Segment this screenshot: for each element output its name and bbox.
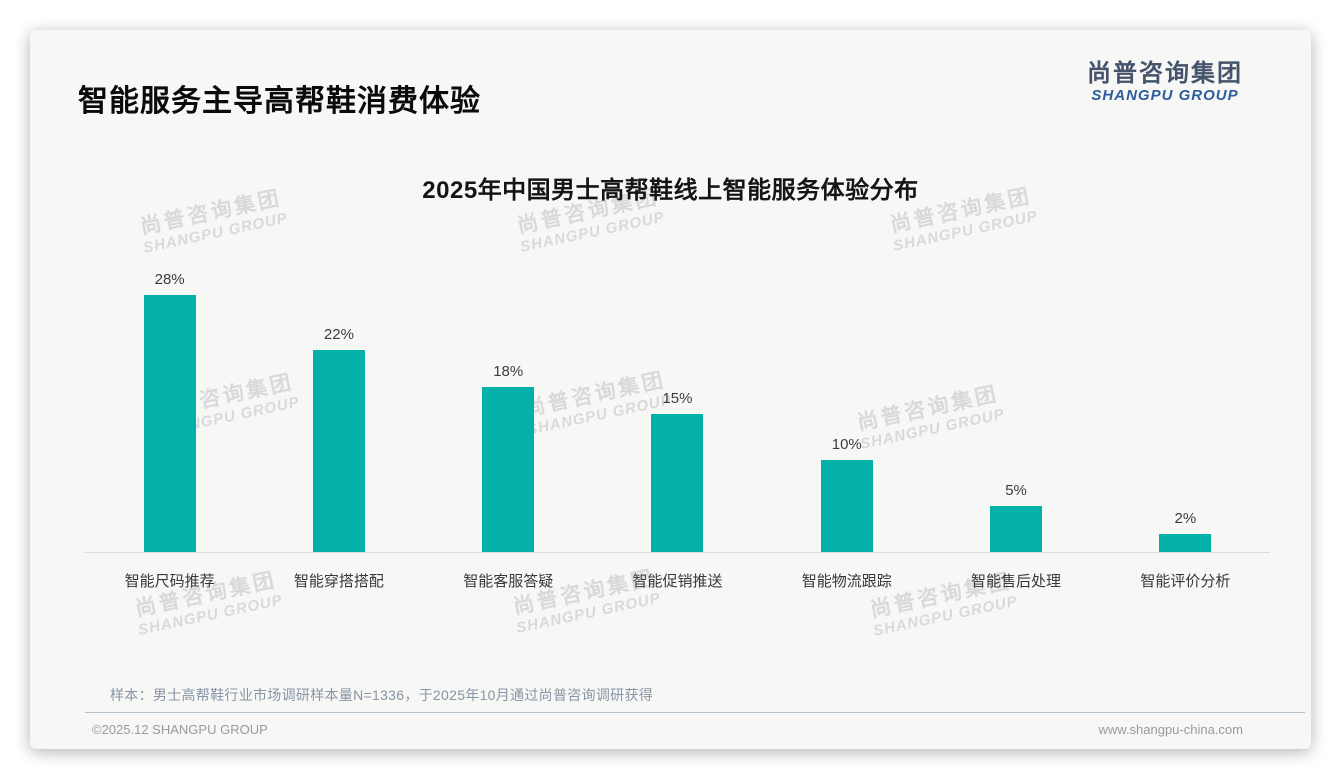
category-label: 智能评价分析 [1140,573,1231,590]
watermark-english-text: SHANGPU GROUP [514,589,663,638]
report-card: 智能服务主导高帮鞋消费体验 尚普咨询集团 SHANGPU GROUP 尚普咨询集… [30,30,1311,749]
category-label: 智能物流跟踪 [801,573,892,590]
category-label: 智能促销推送 [632,573,723,590]
bar-column: 10% [762,260,931,552]
bar-value-label: 5% [1005,482,1027,499]
category-label: 智能客服答疑 [463,573,554,590]
bar-value-label: 18% [493,363,524,380]
company-logo: 尚普咨询集团 SHANGPU GROUP [1087,60,1243,104]
bar-plot: 28% 22% 18% 15% 10% 5% 2% [85,260,1270,552]
chart-title: 2025年中国男士高帮鞋线上智能服务体验分布 [422,177,919,204]
bar-column: 2% [1101,260,1270,552]
category-label: 智能尺码推荐 [124,573,215,590]
bar [820,460,873,552]
bar-value-label: 10% [831,436,862,453]
footer-divider [85,712,1305,713]
category-label: 智能穿搭搭配 [293,573,384,590]
watermark-english-text: SHANGPU GROUP [871,592,1020,641]
bar-value-label: 22% [323,326,354,343]
x-axis-line [85,552,1270,553]
bar-value-label: 15% [662,390,693,407]
category-label: 智能售后处理 [971,573,1062,590]
bar [143,295,196,552]
logo-english-text: SHANGPU GROUP [1091,86,1239,104]
bar-value-label: 28% [154,271,185,288]
logo-chinese-text: 尚普咨询集团 [1087,60,1243,87]
watermark-english-text: SHANGPU GROUP [891,207,1040,256]
bar [1159,534,1212,552]
watermark-english-text: SHANGPU GROUP [141,209,290,258]
category-row: 智能尺码推荐 智能穿搭搭配 智能客服答疑 智能促销推送 智能物流跟踪 智能售后处理 智能评价… [85,570,1270,591]
bar-column: 28% [85,260,254,552]
bar-column: 15% [593,260,762,552]
bar [482,387,535,552]
website-link[interactable]: www.shangpu-china.com [1098,722,1243,737]
bar-column: 22% [254,260,423,552]
sample-note: 样本：男士高帮鞋行业市场调研样本量N=1336，于2025年10月通过尚普咨询调… [110,687,654,703]
watermark-english-text: SHANGPU GROUP [136,591,285,640]
bar-column: 5% [931,260,1100,552]
page-title: 智能服务主导高帮鞋消费体验 [78,85,481,118]
bar [990,506,1043,552]
bar [312,350,365,552]
bar-column: 18% [424,260,593,552]
watermark-english-text: SHANGPU GROUP [518,208,667,257]
copyright-text: ©2025.12 SHANGPU GROUP [92,722,268,737]
bar-value-label: 2% [1174,510,1197,527]
bar [651,414,704,552]
